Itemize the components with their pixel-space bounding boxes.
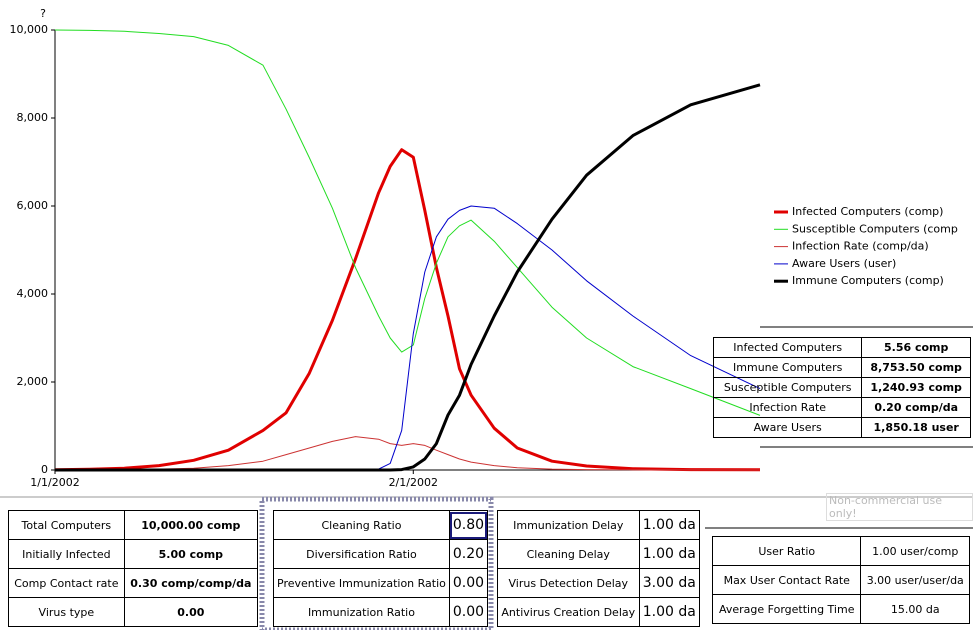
cell-value[interactable]: 0.20 xyxy=(448,539,489,569)
table-row: Aware Users 1,850.18 user xyxy=(712,417,971,438)
table-row: Infection Rate 0.20 comp/da xyxy=(712,397,971,418)
cell-label: Immunization Ratio xyxy=(273,597,450,627)
table-row: Antivirus Creation Delay 1.00 da xyxy=(497,597,701,627)
table-row: Immunization Delay 1.00 da xyxy=(497,510,701,540)
legend-label: Infection Rate (comp/da) xyxy=(792,240,929,253)
cell-label: Immune Computers xyxy=(712,357,863,378)
series-line xyxy=(55,83,761,472)
legend-label: Infected Computers (comp) xyxy=(792,205,943,218)
table-row: Infected Computers 5.56 comp xyxy=(712,337,971,358)
cell-label: Susceptible Computers xyxy=(712,377,863,398)
table-row: Diversification Ratio 0.20 xyxy=(273,539,489,569)
cell-value[interactable]: 1.00 da xyxy=(638,597,701,627)
legend-box xyxy=(764,200,967,295)
cell-value[interactable]: 0.80 xyxy=(448,510,489,540)
cell-value[interactable]: 0.00 xyxy=(448,597,489,627)
table-row: Comp Contact rate 0.30 comp/comp/da xyxy=(8,568,259,598)
x-tick-label: 1/1/2002 xyxy=(30,476,79,489)
table-row: User Ratio 1.00 user/comp xyxy=(711,536,970,566)
cell-label: Cleaning Delay xyxy=(497,539,640,569)
cell-label: Infection Rate xyxy=(712,397,863,418)
table-row: Virus type 0.00 xyxy=(8,597,259,627)
series-line xyxy=(54,29,761,416)
legend-label: Immune Computers (comp) xyxy=(792,274,944,287)
cell-label: Preventive Immunization Ratio xyxy=(273,568,450,598)
cell-value[interactable]: 1.00 da xyxy=(638,539,701,569)
table-row: Immunization Ratio 0.00 xyxy=(273,597,489,627)
cell-label: Cleaning Ratio xyxy=(273,510,450,540)
cell-label: Virus type xyxy=(8,597,125,627)
cell-value[interactable]: 15.00 da xyxy=(860,594,970,624)
input-table: Total Computers 10,000.00 comp Initially I… xyxy=(8,510,259,627)
cell-label: Aware Users xyxy=(712,417,863,438)
cell-label: Initially Infected xyxy=(8,539,125,569)
y-tick-label: 6,000 xyxy=(17,199,49,212)
table-row: Preventive Immunization Ratio 0.00 xyxy=(273,568,489,598)
series-line xyxy=(54,436,761,471)
cell-label: Total Computers xyxy=(8,510,125,540)
cell-value[interactable]: 10,000.00 comp xyxy=(123,510,259,540)
cell-value[interactable]: 3.00 user/user/da xyxy=(860,565,970,595)
cell-value[interactable]: 5.00 comp xyxy=(123,539,259,569)
cell-value: 8,753.50 comp xyxy=(861,357,971,378)
cell-label: Diversification Ratio xyxy=(273,539,450,569)
cell-label: Virus Detection Delay xyxy=(497,568,640,598)
table-row: Immune Computers 8,753.50 comp xyxy=(712,357,971,378)
table-row: Max User Contact Rate 3.00 user/user/da xyxy=(711,565,970,595)
watermark: Non-commercial use only! xyxy=(826,493,973,521)
legend-label: Susceptible Computers (comp xyxy=(792,222,958,235)
table-row: Initially Infected 5.00 comp xyxy=(8,539,259,569)
table-row: Average Forgetting Time 15.00 da xyxy=(711,594,970,624)
y-tick-label: 4,000 xyxy=(17,287,49,300)
y-tick-label: 10,000 xyxy=(10,23,49,36)
cell-value: 1,240.93 comp xyxy=(861,377,971,398)
legend-label: Aware Users (user) xyxy=(792,257,896,270)
input-table: Cleaning Ratio 0.80 Diversification Ratio 0… xyxy=(273,510,489,627)
y-tick-label: 8,000 xyxy=(17,111,49,124)
cell-value[interactable]: 0.00 xyxy=(123,597,259,627)
cell-label: Comp Contact rate xyxy=(8,568,125,598)
cell-label: User Ratio xyxy=(711,536,862,566)
cell-value[interactable]: 0.30 comp/comp/da xyxy=(123,568,259,598)
y-tick-label: 0 xyxy=(41,463,48,476)
series-line xyxy=(54,148,761,472)
table-row: Total Computers 10,000.00 comp xyxy=(8,510,259,540)
table-row: Cleaning Ratio 0.80 xyxy=(273,510,489,540)
cell-label: Max User Contact Rate xyxy=(711,565,862,595)
cell-label: Immunization Delay xyxy=(497,510,640,540)
cell-value[interactable]: 1.00 da xyxy=(638,510,701,540)
cell-label: Antivirus Creation Delay xyxy=(497,597,640,627)
status-table: Infected Computers 5.56 comp Immune Comput… xyxy=(712,337,971,438)
cell-value[interactable]: 0.00 xyxy=(448,568,489,598)
series-line xyxy=(55,205,761,471)
table-row: Cleaning Delay 1.00 da xyxy=(497,539,701,569)
table-row: Virus Detection Delay 3.00 da xyxy=(497,568,701,598)
cell-label: Average Forgetting Time xyxy=(711,594,862,624)
y-axis-label: ? xyxy=(40,7,46,20)
cell-value[interactable]: 1.00 user/comp xyxy=(860,536,970,566)
cell-label: Infected Computers xyxy=(712,337,863,358)
cell-value: 5.56 comp xyxy=(861,337,971,358)
y-tick-label: 2,000 xyxy=(17,375,49,388)
input-table: User Ratio 1.00 user/comp Max User Contact… xyxy=(711,536,970,624)
table-row: Susceptible Computers 1,240.93 comp xyxy=(712,377,971,398)
cell-value: 0.20 comp/da xyxy=(861,397,971,418)
cell-value: 1,850.18 user xyxy=(861,417,971,438)
input-table: Immunization Delay 1.00 da Cleaning Delay 1… xyxy=(497,510,701,627)
x-tick-label: 2/1/2002 xyxy=(389,476,438,489)
cell-value[interactable]: 3.00 da xyxy=(638,568,701,598)
